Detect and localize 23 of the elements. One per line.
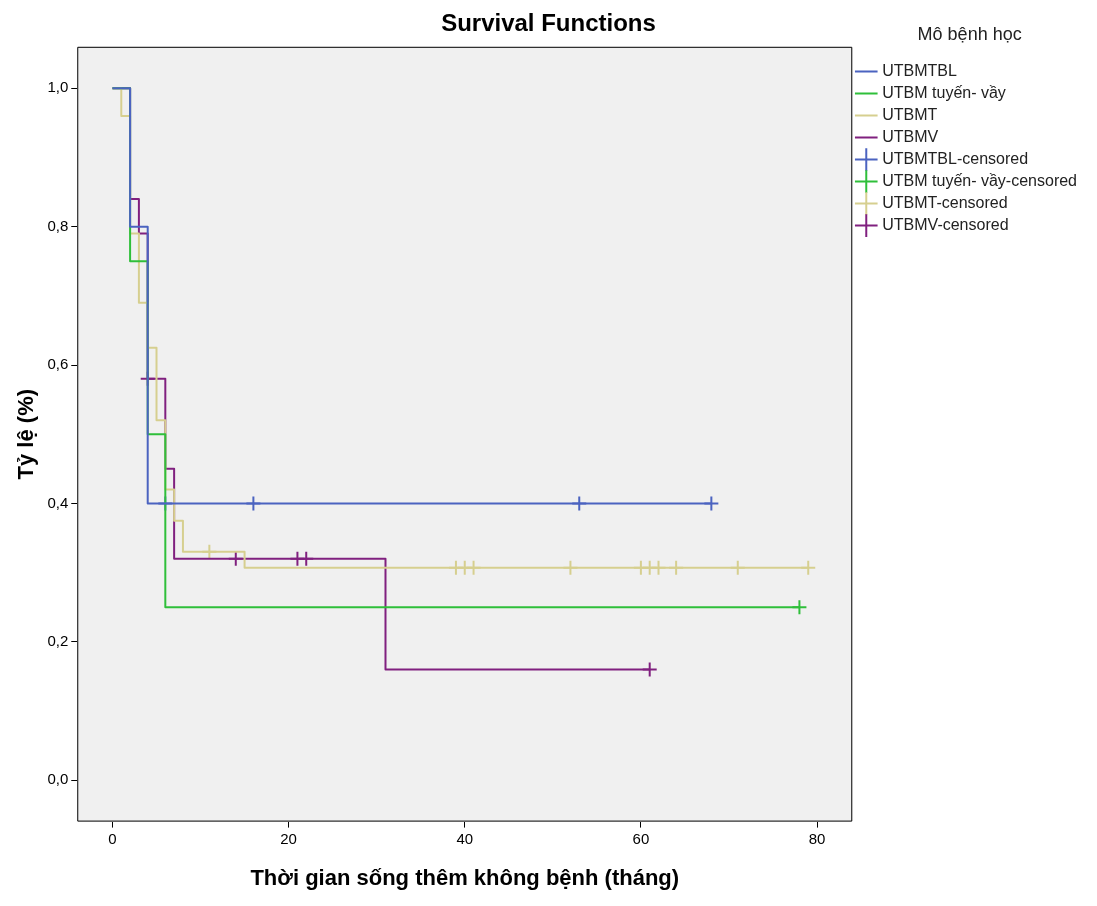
legend-label: UTBMV bbox=[882, 128, 939, 146]
y-tick-label: 0,8 bbox=[47, 216, 69, 234]
legend-label: UTBM tuyến- vầy bbox=[882, 84, 1006, 102]
legend-title: Mô bệnh học bbox=[917, 23, 1022, 44]
y-tick-label: 0,4 bbox=[47, 493, 69, 511]
chart-title: Survival Functions bbox=[441, 9, 656, 37]
y-tick-label: 1,0 bbox=[47, 78, 69, 96]
x-tick-label: 60 bbox=[632, 829, 650, 847]
x-axis-title: Thời gian sống thêm không bệnh (tháng) bbox=[250, 864, 680, 890]
legend-label: UTBMT-censored bbox=[882, 194, 1008, 212]
legend-label: UTBMV-censored bbox=[882, 216, 1009, 234]
legend-label: UTBMTBL-censored bbox=[882, 150, 1029, 168]
y-tick-label: 0,6 bbox=[47, 355, 69, 373]
x-tick-label: 40 bbox=[456, 829, 474, 847]
y-tick-label: 0,2 bbox=[47, 631, 69, 649]
x-tick-label: 0 bbox=[108, 829, 117, 847]
x-tick-label: 20 bbox=[280, 829, 297, 847]
legend-label: UTBM tuyến- vầy-censored bbox=[882, 172, 1077, 190]
y-axis-title: Tỷ lệ (%) bbox=[13, 388, 39, 480]
x-tick-label: 80 bbox=[808, 829, 826, 847]
legend-label: UTBMT bbox=[882, 106, 938, 124]
legend-label: UTBMTBL bbox=[882, 62, 958, 80]
y-tick-label: 0,0 bbox=[47, 770, 69, 788]
